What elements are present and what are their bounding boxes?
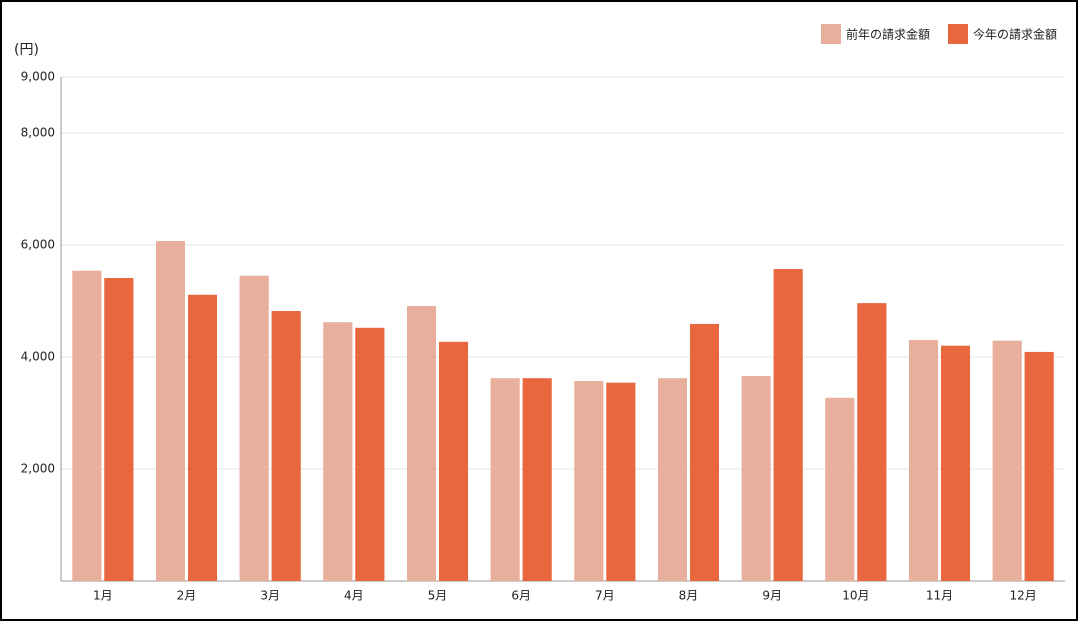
x-tick-label: 3月 [260,589,280,603]
legend-swatch-shade [948,24,968,44]
y-tick-label: 9,000 [21,70,55,84]
bar-shade [690,323,719,581]
x-tick-label: 2月 [177,589,197,603]
legend-label: 今年の請求金額 [973,27,1057,42]
bar-shade [825,397,855,581]
bar-shade [574,381,604,581]
legend-label: 前年の請求金額 [846,27,930,42]
bar-shade [188,294,217,581]
bar-shade [941,345,970,581]
x-tick-label: 5月 [428,589,448,603]
bar-shade [323,322,353,581]
bar-shade [407,306,436,581]
bar-shade [355,327,385,581]
bar-shade [522,378,552,581]
x-tick-label: 10月 [842,589,869,603]
x-tick-label: 9月 [762,589,782,603]
y-tick-label: 2,000 [21,462,55,476]
x-tick-label: 6月 [511,589,531,603]
y-tick-label: 4,000 [21,350,55,364]
bar-shade [741,376,771,581]
bar-shade [490,378,520,581]
bar-shade [439,341,468,581]
bar-shade [1024,351,1054,581]
y-axis-label: (円) [14,42,39,58]
bar-shade [239,275,269,581]
x-tick-label: 4月 [344,589,364,603]
legend-swatch-shade [821,24,841,44]
bar-shade [992,340,1022,581]
bar-shade [773,269,803,581]
bar-shade [658,378,687,581]
bar-shade [104,278,134,581]
x-tick-label: 7月 [595,589,615,603]
x-tick-label: 8月 [679,589,699,603]
y-tick-label: 8,000 [21,126,55,140]
bar-shade [271,311,301,581]
x-tick-label: 12月 [1010,589,1037,603]
bar-shade [156,241,185,581]
y-tick-label: 6,000 [21,238,55,252]
x-tick-label: 1月 [93,589,113,603]
bar-shade [857,303,887,581]
bar-shade [606,382,636,581]
bar-shade [909,340,938,581]
x-tick-label: 11月 [926,589,953,603]
bar-shade [72,270,102,581]
